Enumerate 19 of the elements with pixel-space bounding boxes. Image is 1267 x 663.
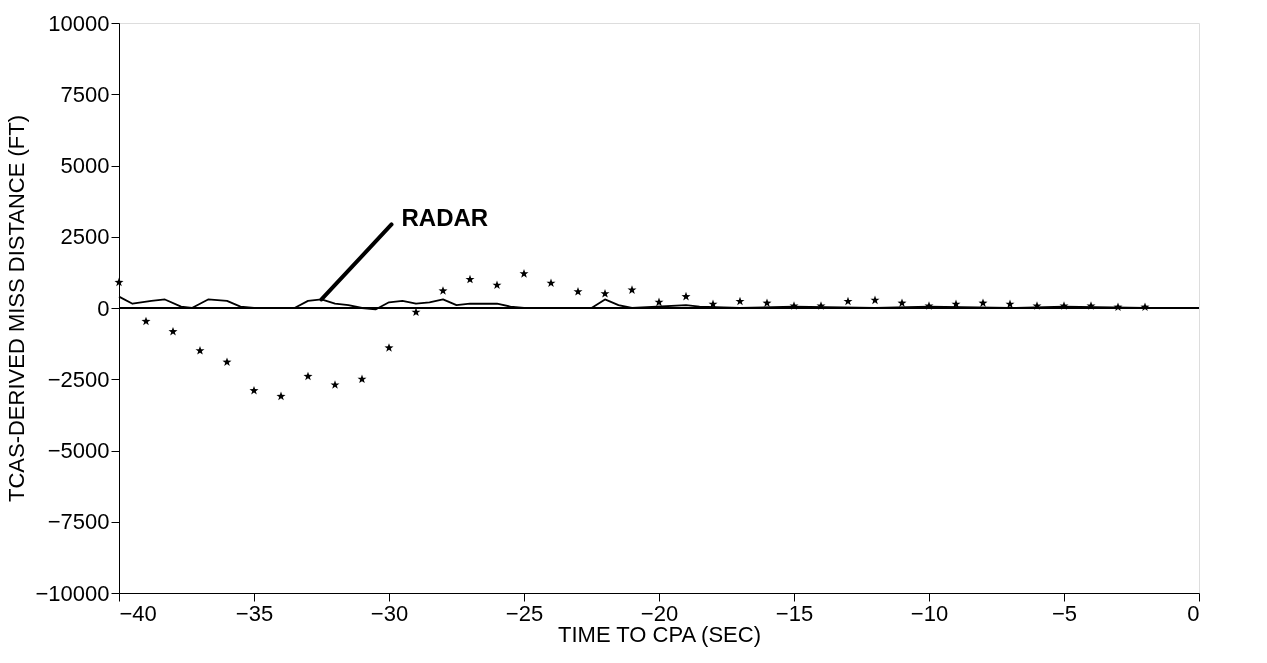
y-tick-label: 10000: [48, 10, 110, 36]
x-tick-label: −30: [370, 600, 409, 626]
y-axis-title: TCAS-DERIVED MISS DISTANCE (FT): [4, 114, 30, 503]
x-tick-label: −40: [119, 600, 157, 626]
x-tick-label: −10: [910, 600, 949, 626]
x-tick-label: −5: [1051, 600, 1078, 626]
x-tick-label: −25: [505, 600, 544, 626]
y-tick-label: 7500: [60, 81, 110, 107]
y-tick-label: 5000: [60, 153, 110, 178]
x-tick-label: 0: [1187, 600, 1200, 626]
text: RADAR: [401, 204, 489, 232]
y-tick-label: −10000: [35, 580, 110, 606]
y-tick-label: 0: [97, 295, 110, 321]
x-tick-label: −35: [235, 600, 274, 626]
x-tick-label: −15: [775, 600, 814, 626]
y-tick-label: −2500: [47, 366, 110, 392]
y-tick-label: −5000: [47, 438, 110, 463]
y-tick-label: −7500: [47, 509, 110, 535]
y-tick-label: 2500: [60, 224, 110, 250]
